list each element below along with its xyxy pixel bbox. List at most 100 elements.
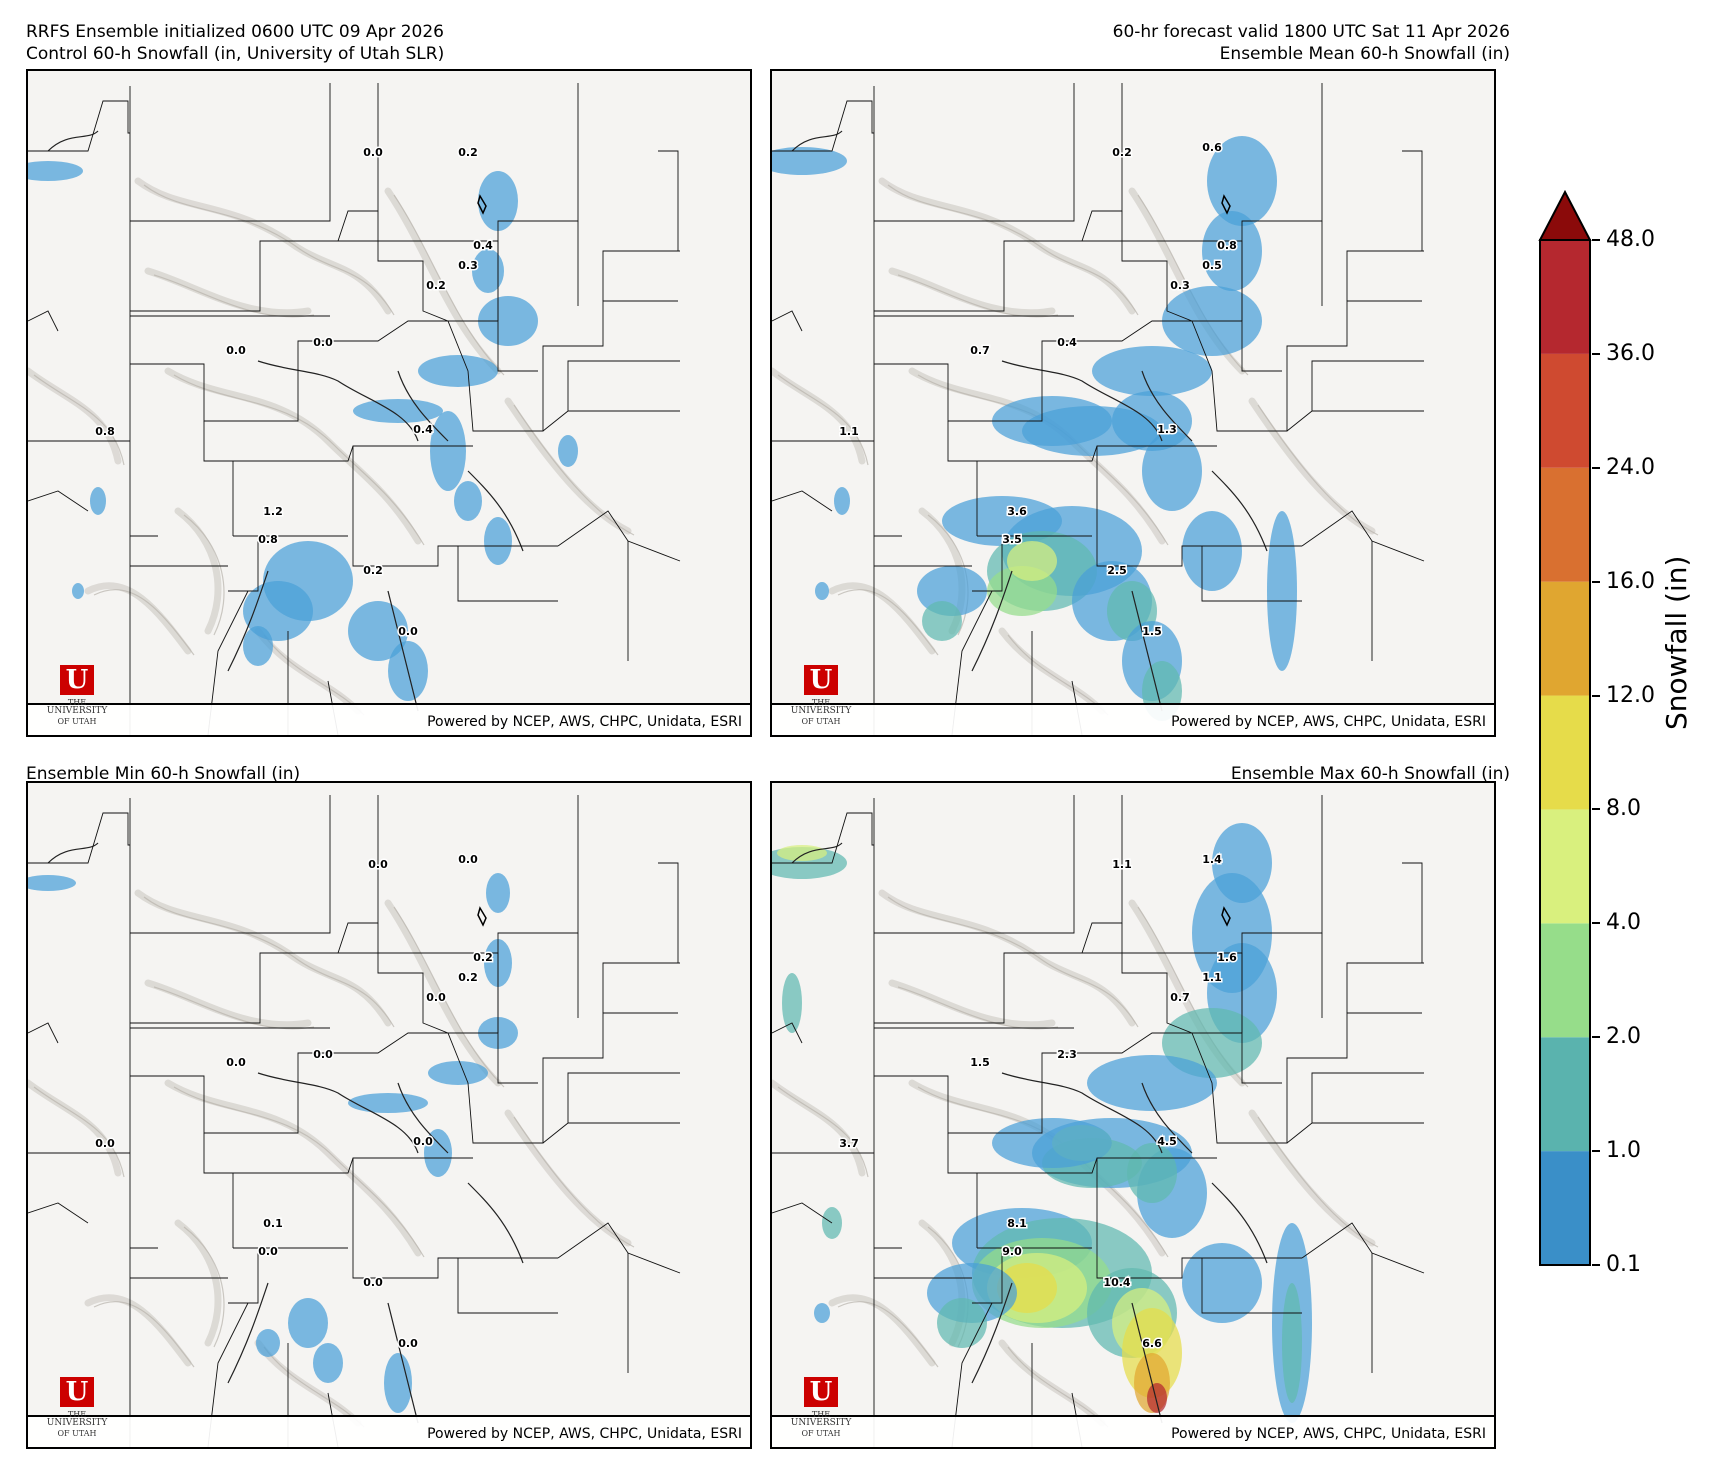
map-footer: Powered by NCEP, AWS, CHPC, Unidata, ESR… xyxy=(772,703,1494,735)
lake-outline xyxy=(1221,194,1231,215)
logo-text-of-utah: OF UTAH xyxy=(57,1429,97,1438)
snowfall-point-label: 0.6 xyxy=(1202,141,1222,154)
map-canvas: 0.2 0.6 0.8 0.5 0.3 0.7 0.4 1.1 1.3 3.6 3.5 2.5 1.5 xyxy=(772,71,1494,735)
colorbar-tick-label: 2.0 xyxy=(1606,1024,1641,1050)
rivers xyxy=(47,842,524,1424)
snowfall-point-label: 0.3 xyxy=(458,259,478,272)
snowfall-area xyxy=(937,1298,987,1348)
snowfall-point-label: 1.5 xyxy=(1142,625,1162,638)
snowfall-point-label: 0.0 xyxy=(363,146,383,159)
colorbar-segment xyxy=(1540,353,1590,468)
snowfall-point-label: 0.0 xyxy=(95,1137,115,1150)
snowfall-point-label: 0.4 xyxy=(413,423,433,436)
snowfall-point-label: 2.5 xyxy=(1107,564,1127,577)
point-value-labels: 1.1 1.4 1.6 1.1 0.7 1.5 2.3 3.7 4.5 8.1 9.0 10.4 6.6 xyxy=(838,852,1239,1352)
snowfall-point-label: 0.0 xyxy=(426,991,446,1004)
map-footer: Powered by NCEP, AWS, CHPC, Unidata, ESR… xyxy=(772,1415,1494,1447)
snowfall-area xyxy=(777,845,827,861)
snowfall-area xyxy=(90,487,106,515)
mean-panel-title: Ensemble Mean 60-h Snowfall (in) xyxy=(1219,44,1510,64)
logo-text-university: UNIVERSITY xyxy=(790,1418,852,1428)
colorbar-segment xyxy=(1540,809,1590,924)
colorbar-tick-label: 1.0 xyxy=(1606,1138,1641,1164)
data-credit: Powered by NCEP, AWS, CHPC, Unidata, ESR… xyxy=(427,1426,742,1442)
snowfall-point-label: 0.2 xyxy=(473,951,493,964)
snowfall-point-label: 0.8 xyxy=(258,533,278,546)
logo-text-of-utah: OF UTAH xyxy=(57,717,97,726)
utah-u-icon: U xyxy=(60,665,94,695)
snowfall-area xyxy=(1127,1143,1177,1203)
ensemble-mean-snowfall-map: 0.2 0.6 0.8 0.5 0.3 0.7 0.4 1.1 1.3 3.6 3.5 2.5 1.5 … xyxy=(770,69,1496,737)
utah-u-icon: U xyxy=(804,1377,838,1407)
terrain-ridges xyxy=(33,896,635,1428)
colorbar-tick-mark xyxy=(1592,922,1600,925)
rivers xyxy=(791,842,1268,1424)
control-panel-title: Control 60-h Snowfall (in, University of… xyxy=(26,44,445,64)
snowfall-area xyxy=(418,355,498,387)
university-of-utah-logo: U THE UNIVERSITY OF UTAH xyxy=(38,1377,116,1439)
county-boundaries xyxy=(772,795,1425,1447)
snowfall-area xyxy=(28,161,83,181)
snowfall-area xyxy=(1147,1383,1167,1413)
snowfall-point-label: 0.3 xyxy=(1170,279,1190,292)
terrain-ridges xyxy=(777,184,1379,716)
snowfall-point-label: 0.7 xyxy=(1170,991,1190,1004)
snowfall-point-label: 0.1 xyxy=(263,1217,283,1230)
snowfall-point-label: 1.6 xyxy=(1217,951,1237,964)
colorbar-tick-label: 16.0 xyxy=(1606,568,1655,594)
snowfall-point-label: 0.0 xyxy=(398,1337,418,1350)
snowfall-point-label: 0.4 xyxy=(1057,336,1077,349)
snowfall-area xyxy=(1182,511,1242,591)
snowfall-area xyxy=(348,1093,428,1113)
snowfall-area xyxy=(313,1343,343,1383)
snowfall-point-label: 1.1 xyxy=(1112,858,1132,871)
colorbar-tick-mark xyxy=(1592,580,1600,583)
logo-text-of-utah: OF UTAH xyxy=(801,717,841,726)
snowfall-area xyxy=(348,601,408,661)
colorbar-tick-mark xyxy=(1592,466,1600,469)
logo-text-the: THE xyxy=(67,1410,87,1419)
snowfall-point-label: 0.0 xyxy=(368,858,388,871)
snowfall-area xyxy=(992,1118,1112,1168)
snowfall-point-label: 8.1 xyxy=(1007,1217,1027,1230)
snowfall-area xyxy=(454,481,482,521)
snowfall-point-label: 0.5 xyxy=(1202,259,1222,272)
valid-time-title: 60-hr forecast valid 1800 UTC Sat 11 Apr… xyxy=(1112,22,1510,42)
snowfall-area xyxy=(243,626,273,666)
map-footer: Powered by NCEP, AWS, CHPC, Unidata, ESR… xyxy=(28,1415,750,1447)
colorbar-segment xyxy=(1540,467,1590,582)
snowfall-point-label: 0.2 xyxy=(1112,146,1132,159)
snowfall-point-label: 10.4 xyxy=(1103,1276,1130,1289)
colorbar-tick-label: 12.0 xyxy=(1606,682,1655,708)
logo-text-the: THE xyxy=(811,1410,831,1419)
colorbar-segment xyxy=(1540,695,1590,810)
control-snowfall-map: 0.0 0.2 0.4 0.3 0.2 0.0 0.0 0.8 0.4 1.2 0.8 0.2 0.0 … xyxy=(26,69,752,737)
snowfall-point-label: 1.1 xyxy=(1202,971,1222,984)
snowfall-point-label: 0.0 xyxy=(413,1135,433,1148)
colorbar-tick-mark xyxy=(1592,808,1600,811)
snowfall-area xyxy=(1142,431,1202,511)
county-boundaries xyxy=(28,795,681,1447)
university-of-utah-logo: U THE UNIVERSITY OF UTAH xyxy=(38,665,116,727)
colorbar-tick-mark xyxy=(1592,1036,1600,1039)
snowfall-area xyxy=(256,1329,280,1357)
lake-outline xyxy=(1221,906,1231,927)
map-footer: Powered by NCEP, AWS, CHPC, Unidata, ESR… xyxy=(28,703,750,735)
snowfall-point-label: 1.4 xyxy=(1202,853,1222,866)
snowfall-area xyxy=(992,396,1112,446)
colorbar-tick-label: 48.0 xyxy=(1606,227,1655,252)
snowfall-point-label: 4.5 xyxy=(1157,1135,1177,1148)
point-value-labels: 0.2 0.6 0.8 0.5 0.3 0.7 0.4 1.1 1.3 3.6 3.5 2.5 1.5 xyxy=(838,140,1239,640)
colorbar-tick-label: 36.0 xyxy=(1606,340,1655,366)
snowfall-area xyxy=(772,147,847,175)
snowfall-colorbar xyxy=(1538,190,1592,1266)
snowfall-point-label: 2.3 xyxy=(1057,1048,1077,1061)
logo-text-university: UNIVERSITY xyxy=(46,1418,108,1428)
rivers xyxy=(791,130,1268,712)
colorbar-tick-label: 4.0 xyxy=(1606,910,1641,936)
map-background xyxy=(28,783,750,1447)
snowfall-area xyxy=(72,583,84,599)
snowfall-point-label: 9.0 xyxy=(1002,1245,1022,1258)
snowfall-point-label: 0.8 xyxy=(1217,239,1237,252)
colorbar-tick-label: 0.1 xyxy=(1606,1252,1641,1277)
